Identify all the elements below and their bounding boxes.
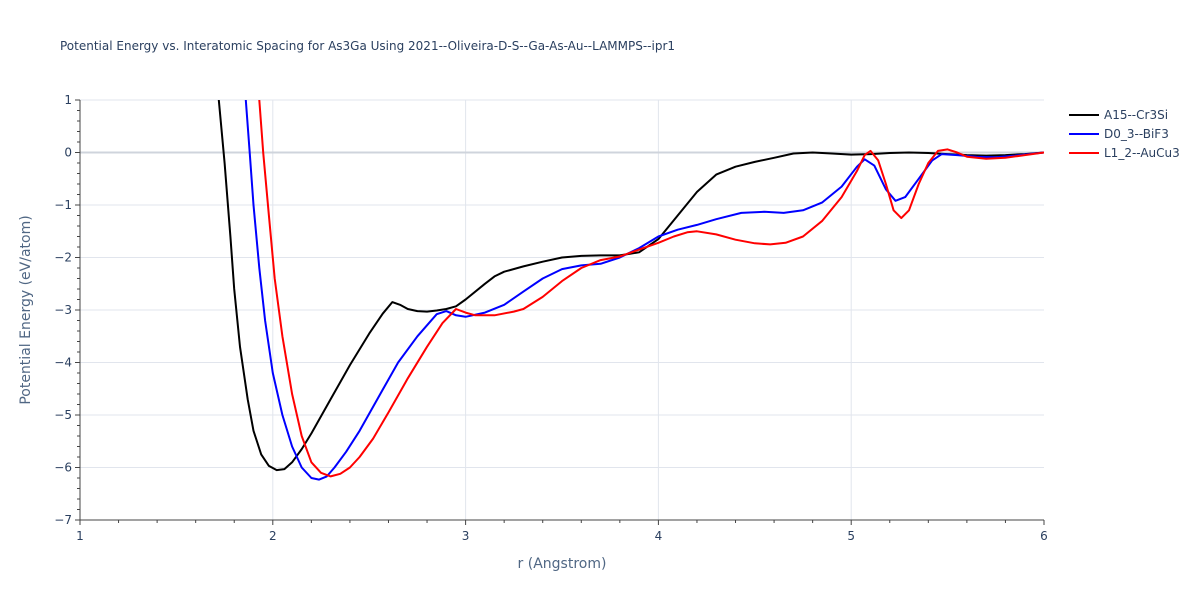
grid-lines bbox=[80, 99, 1044, 520]
y-tick-label: −7 bbox=[54, 513, 72, 527]
series-line-3 bbox=[258, 100, 1044, 478]
y-tick-label: −1 bbox=[54, 198, 72, 212]
series-lines bbox=[217, 100, 1044, 481]
x-tick-label: 5 bbox=[847, 529, 855, 543]
legend-label: L1_2--AuCu3 bbox=[1104, 146, 1180, 160]
y-tick-label: 0 bbox=[64, 146, 72, 160]
axes: 1 2 3 4 5 6 1 0 −1 −2 −3 −4 −5 −6 −7 bbox=[54, 93, 1048, 543]
y-axis-title: Potential Energy (eV/atom) bbox=[18, 215, 34, 404]
x-tick-label: 2 bbox=[269, 529, 277, 543]
legend-label: D0_3--BiF3 bbox=[1104, 127, 1169, 141]
legend-label: A15--Cr3Si bbox=[1104, 108, 1168, 122]
x-tick-label: 1 bbox=[76, 529, 84, 543]
series-line-1 bbox=[217, 100, 1044, 472]
x-tick-label: 4 bbox=[655, 529, 663, 543]
x-axis-title: r (Angstrom) bbox=[518, 556, 607, 572]
legend-item-3[interactable]: L1_2--AuCu3 bbox=[1069, 146, 1180, 160]
y-tick-label: −6 bbox=[54, 461, 72, 475]
y-tick-label: −5 bbox=[54, 408, 72, 422]
y-tick-label: −2 bbox=[54, 251, 72, 265]
x-tick-label: 3 bbox=[462, 529, 470, 543]
x-tick-label: 6 bbox=[1040, 529, 1048, 543]
y-tick-label: 1 bbox=[64, 93, 72, 107]
legend-item-2[interactable]: D0_3--BiF3 bbox=[1069, 127, 1169, 141]
y-tick-label: −3 bbox=[54, 303, 72, 317]
chart-title: Potential Energy vs. Interatomic Spacing… bbox=[60, 39, 675, 53]
legend[interactable]: A15--Cr3Si D0_3--BiF3 L1_2--AuCu3 bbox=[1069, 108, 1180, 160]
y-tick-label: −4 bbox=[54, 356, 72, 370]
legend-item-1[interactable]: A15--Cr3Si bbox=[1069, 108, 1168, 122]
